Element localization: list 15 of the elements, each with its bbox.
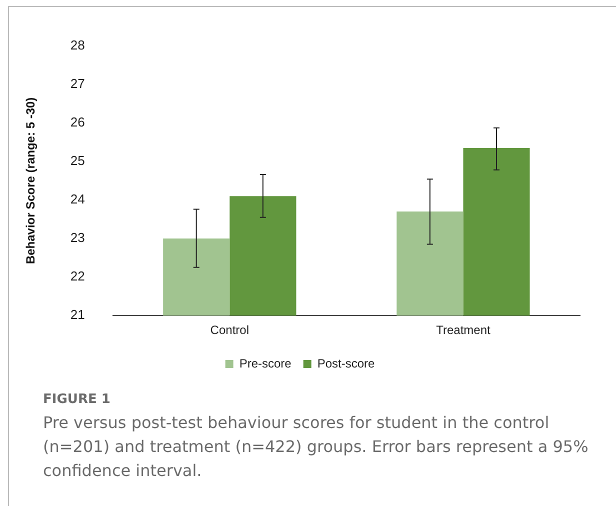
y-tick-label: 21 xyxy=(70,307,85,322)
x-tick-label: Treatment xyxy=(436,323,491,338)
y-tick-label: 25 xyxy=(70,153,85,168)
y-tick-label: 27 xyxy=(70,76,85,91)
y-tick-label: 22 xyxy=(70,268,85,284)
y-tick-label: 23 xyxy=(70,230,85,246)
legend-label: Post-score xyxy=(317,356,376,370)
caption: FIGURE 1 xyxy=(43,392,112,407)
y-tick-label: 26 xyxy=(70,114,85,130)
text: Pre versus post-test behaviour scores for student in the control (n=201) and treatment (n=422) groups. Error bars represent a 95% confidence interval. xyxy=(43,412,590,482)
y-tick-label: 28 xyxy=(70,37,85,52)
y-axis-title: Behavior Score (range: 5 -30) xyxy=(24,97,38,264)
x-tick-label: Control xyxy=(210,323,249,338)
y-tick-label: 24 xyxy=(70,192,85,207)
legend-label: Pre-score xyxy=(239,356,292,370)
